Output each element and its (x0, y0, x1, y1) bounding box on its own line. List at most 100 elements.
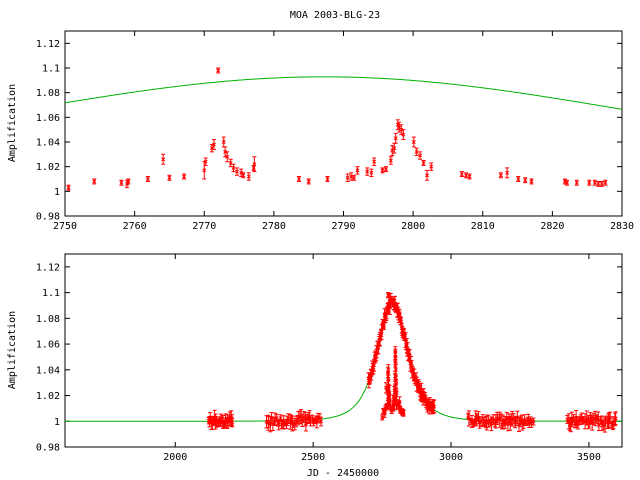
top-data-point (574, 180, 579, 185)
top-data-point (464, 173, 468, 178)
bottom-data-point (518, 416, 523, 421)
bottom-x-axis-label: JD - 2450000 (307, 468, 379, 479)
top-xtick-label: 2750 (53, 221, 77, 232)
top-data-point (225, 154, 230, 159)
top-data-point (92, 179, 97, 184)
bottom-data-point (432, 404, 437, 409)
top-ytick-label: 1.12 (36, 39, 60, 50)
bottom-data-point (399, 319, 404, 324)
top-ytick-label: 1 (54, 187, 60, 198)
top-data-point (167, 175, 172, 180)
top-data-point (246, 174, 251, 179)
top-model-curve (64, 76, 623, 110)
top-data-point (241, 173, 246, 178)
top-data-point (429, 164, 434, 169)
top-ytick-label: 1.04 (36, 138, 60, 149)
top-data-point (418, 153, 423, 158)
top-data-point (498, 173, 503, 178)
bottom-data-point (372, 363, 377, 368)
top-data-point (203, 159, 208, 164)
top-xtick-label: 2770 (192, 221, 216, 232)
top-ytick-label: 1.1 (42, 64, 60, 75)
top-data-point (251, 165, 256, 170)
top-ytick-label: 1.08 (36, 88, 60, 99)
top-data-point (388, 158, 393, 163)
top-data-point (161, 157, 166, 162)
top-xtick-label: 2830 (610, 221, 634, 232)
top-y-axis-label: Amplification (7, 84, 18, 162)
top-xtick-label: 2760 (123, 221, 147, 232)
top-data-point (421, 161, 426, 165)
top-data-point (380, 168, 385, 173)
bottom-y-axis-label: Amplification (7, 311, 18, 389)
bottom-data-point (319, 419, 323, 424)
top-data-point (467, 174, 472, 179)
top-data-point (523, 178, 528, 183)
bottom-data-point (300, 418, 305, 423)
bottom-data-point (278, 416, 283, 421)
top-ytick-label: 1.06 (36, 113, 60, 124)
bottom-data-point (379, 330, 384, 334)
top-data-point (587, 180, 592, 185)
top-data-point (66, 185, 71, 190)
top-data-point (296, 177, 301, 181)
top-data-point (411, 140, 416, 144)
top-data-point (425, 173, 430, 178)
top-ticks: 0.98 1 1.02 1.04 1.06 1.08 1.1 1.12 2750 2760 2770… (36, 31, 634, 232)
top-xtick-label: 2800 (401, 221, 425, 232)
top-data-point (369, 170, 374, 175)
bottom-ytick-label: 1.02 (36, 391, 60, 402)
top-data-point (212, 142, 216, 147)
top-data-point (221, 140, 226, 144)
bottom-event-point (393, 360, 398, 365)
bottom-data-point (381, 323, 386, 327)
top-data-point (596, 181, 601, 186)
top-data-point (216, 68, 221, 73)
top-data-point (592, 180, 597, 185)
bottom-ticks: 0.98 1 1.02 1.04 1.06 1.08 1.1 1.12 2000 2500 3000… (36, 254, 622, 463)
bottom-ytick-label: 1.04 (36, 365, 60, 376)
bottom-xtick-label: 2500 (301, 452, 325, 463)
bottom-data-point (398, 313, 402, 318)
top-panel: Amplification 0.98 1 1.02 1.04 1.06 1.08 1.1 1.… (7, 30, 634, 232)
top-xtick-label: 2790 (331, 221, 355, 232)
top-data-point (414, 149, 419, 154)
top-ytick-label: 0.98 (36, 212, 60, 223)
top-data-point (393, 136, 398, 141)
top-xtick-label: 2810 (471, 221, 495, 232)
top-data-point (119, 180, 124, 185)
bottom-data-point (230, 420, 235, 425)
bottom-outlier-point (386, 293, 391, 298)
bottom-xtick-label: 2000 (163, 452, 187, 463)
bottom-event-point (387, 394, 392, 399)
top-data-point (126, 179, 131, 184)
bottom-event-point (393, 367, 398, 372)
top-data-point (392, 146, 397, 151)
bottom-model-curve (65, 301, 622, 422)
bottom-ytick-label: 1.1 (42, 288, 60, 299)
top-data-point (223, 149, 228, 154)
bottom-xtick-label: 3500 (577, 452, 601, 463)
bottom-panel: Amplification JD - 2450000 0.98 1 1.02 1.04… (7, 253, 623, 479)
top-data-point (365, 169, 370, 174)
top-data-point (603, 180, 608, 185)
top-data-point (399, 127, 404, 132)
top-plot-frame (64, 30, 623, 217)
top-data-point (351, 175, 356, 180)
top-data-point (384, 167, 388, 172)
top-data-point (345, 175, 350, 180)
bottom-plot-frame (64, 253, 623, 448)
top-xtick-label: 2780 (262, 221, 286, 232)
top-data-point (182, 174, 187, 179)
bottom-data-point (503, 420, 507, 425)
bottom-ytick-label: 1 (54, 417, 60, 428)
top-data-point (202, 168, 207, 173)
bottom-event-point (380, 415, 385, 420)
bottom-data-point (613, 416, 618, 421)
bottom-data-point (286, 416, 291, 421)
bottom-ytick-label: 1.06 (36, 340, 60, 351)
top-data-points (66, 67, 608, 191)
top-xtick-label: 2820 (540, 221, 564, 232)
bottom-data-point (466, 416, 471, 421)
top-data-point (145, 177, 150, 181)
